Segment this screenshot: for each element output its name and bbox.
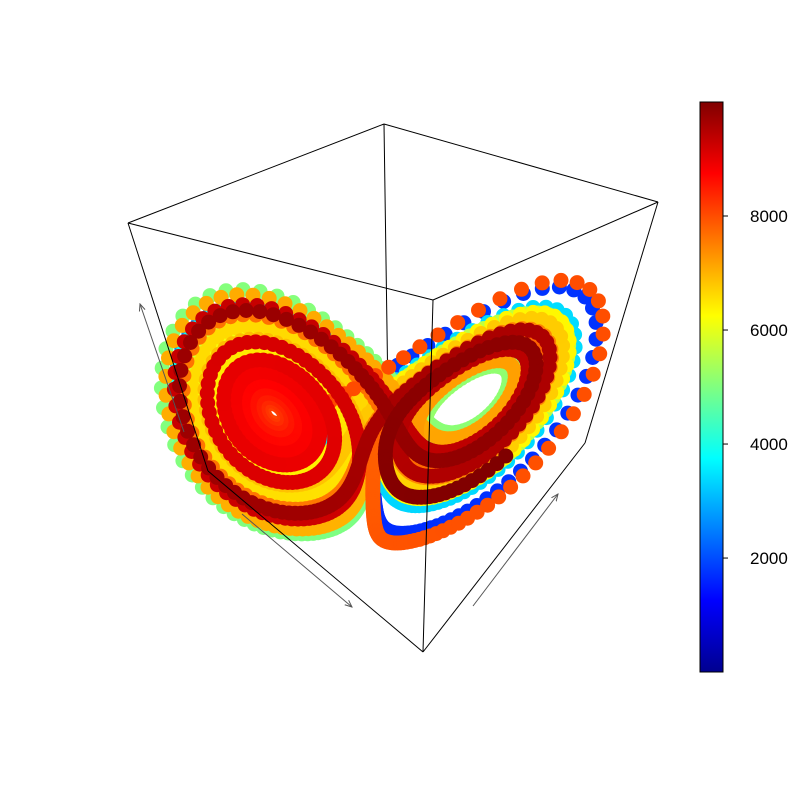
data-point [239, 318, 255, 334]
data-point [191, 323, 207, 339]
data-point [175, 409, 191, 425]
data-point [565, 406, 581, 422]
data-point [585, 366, 601, 382]
data-point [515, 468, 531, 484]
data-point [590, 293, 606, 309]
data-point [183, 335, 198, 350]
data-point [592, 346, 608, 362]
data-point [595, 308, 611, 324]
data-point [450, 315, 466, 331]
data-point [541, 440, 557, 456]
data-point [582, 282, 598, 297]
data-point [534, 275, 550, 291]
data-point [291, 317, 307, 333]
data-point [430, 327, 446, 343]
data-point [303, 324, 319, 340]
box-back-edges [383, 123, 389, 399]
data-point [381, 359, 397, 375]
data-points [153, 272, 611, 551]
data-point [201, 314, 217, 330]
data-point [491, 489, 507, 505]
data-point [252, 304, 268, 320]
data-point [412, 339, 428, 355]
data-point [553, 424, 569, 440]
data-point [201, 460, 217, 476]
data-point [595, 326, 611, 342]
box-edge [383, 123, 389, 399]
data-point [492, 291, 508, 307]
data-point [187, 368, 203, 384]
data-point [265, 307, 281, 323]
data-point [514, 281, 529, 297]
data-point [528, 455, 544, 471]
data-point [212, 308, 228, 324]
data-point [480, 497, 496, 513]
data-point [225, 304, 241, 320]
data-point [524, 310, 540, 326]
data-point [180, 423, 196, 439]
data-point [177, 348, 193, 364]
data-point [553, 272, 569, 288]
data-point [172, 378, 187, 394]
data-point [238, 303, 254, 318]
data-point [396, 350, 411, 366]
data-point [569, 275, 585, 291]
data-point [186, 437, 202, 453]
data-point [576, 386, 592, 402]
data-point [278, 311, 294, 327]
data-point [471, 302, 486, 318]
data-point [503, 479, 519, 495]
data-point [250, 319, 266, 334]
